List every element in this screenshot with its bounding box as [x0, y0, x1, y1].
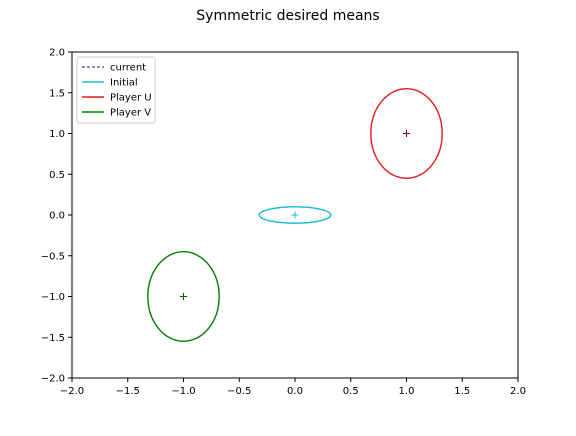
ellipses-layer	[147, 87, 443, 343]
y-tick-label: −1.5	[41, 333, 65, 344]
legend-label: current	[110, 63, 146, 74]
x-tick-label: 0.0	[287, 386, 303, 397]
x-tick-label: 2.0	[510, 386, 526, 397]
y-tick-label: −0.5	[41, 251, 65, 262]
x-tick-label: 1.0	[399, 386, 415, 397]
y-axis: −2.0 −1.5 −1.0 −0.5 0.0 0.5 1.0 1.5 2.0	[41, 48, 72, 385]
chart-title: Symmetric desired means	[196, 8, 379, 24]
legend: current Initial Player U Player V	[76, 56, 156, 124]
ellipse-initial	[258, 206, 332, 224]
y-tick-label: −1.0	[41, 292, 65, 303]
x-tick-label: −1.0	[171, 386, 195, 397]
y-tick-label: 1.0	[49, 129, 65, 140]
legend-label: Player U	[110, 93, 152, 104]
legend-label: Player V	[110, 108, 151, 119]
mean-marker	[403, 130, 410, 137]
x-tick-label: 1.5	[454, 386, 470, 397]
x-tick-label: 0.5	[343, 386, 359, 397]
y-tick-label: 1.5	[49, 88, 65, 99]
y-tick-label: 2.0	[49, 48, 65, 59]
mean-marker	[180, 293, 187, 300]
y-tick-label: 0.0	[49, 211, 65, 222]
legend-label: Initial	[110, 78, 138, 89]
y-tick-label: 0.5	[49, 170, 65, 181]
ellipse-player-u	[370, 87, 443, 180]
x-axis: −2.0 −1.5 −1.0 −0.5 0.0 0.5 1.0 1.5 2.0	[60, 378, 526, 397]
x-tick-label: −2.0	[60, 386, 84, 397]
ellipse-player-v	[147, 250, 220, 343]
markers-layer	[180, 130, 410, 300]
legend-box	[76, 56, 156, 124]
x-tick-label: −0.5	[227, 386, 251, 397]
y-tick-label: −2.0	[41, 374, 65, 385]
mean-marker	[291, 211, 299, 219]
x-tick-label: −1.5	[116, 386, 140, 397]
